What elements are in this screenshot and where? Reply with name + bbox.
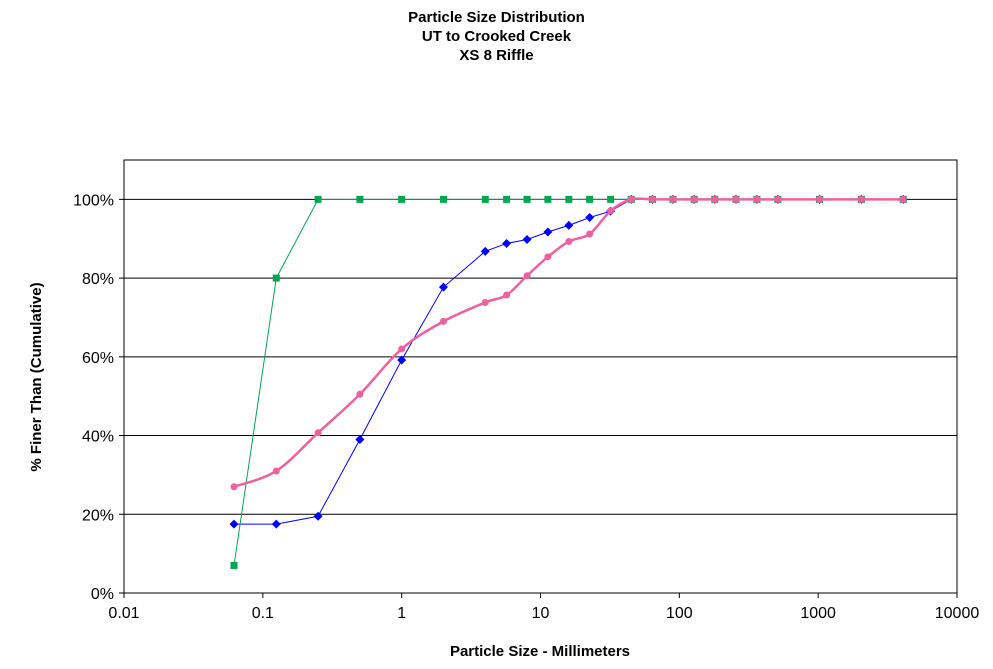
data-point (356, 390, 364, 398)
x-tick-label: 10000 (935, 605, 980, 622)
chart-title-line-1: Particle Size Distribution (408, 9, 585, 26)
chart-title: Particle Size Distribution UT to Crooked… (0, 8, 993, 65)
data-point (271, 519, 281, 529)
y-tick-label: 20% (82, 507, 114, 524)
y-tick-label: 0% (91, 586, 114, 603)
series-3 (230, 195, 907, 491)
data-point (648, 195, 656, 203)
data-point (523, 195, 531, 203)
series-group (229, 194, 908, 569)
plot-area (123, 159, 958, 594)
data-point (229, 519, 239, 529)
data-point (439, 317, 447, 325)
x-tick-label: 10 (532, 605, 550, 622)
data-point (481, 298, 489, 306)
data-point (272, 274, 280, 282)
data-point (481, 195, 489, 203)
data-point (586, 195, 594, 203)
data-point (272, 467, 280, 475)
data-point (314, 429, 322, 437)
x-tick-label: 1000 (800, 605, 836, 622)
data-point (230, 483, 238, 491)
data-point (607, 195, 615, 203)
data-point (669, 195, 677, 203)
y-tick-label: 60% (82, 350, 114, 367)
y-tick-label: 100% (73, 192, 114, 209)
data-point (753, 195, 761, 203)
data-point (543, 227, 553, 237)
data-point (899, 195, 907, 203)
data-point (397, 355, 407, 365)
data-point (816, 195, 824, 203)
data-point (503, 291, 511, 299)
x-tick-label: 0.01 (108, 605, 139, 622)
data-point (565, 195, 573, 203)
data-point (439, 195, 447, 203)
data-point (544, 195, 552, 203)
data-point (857, 195, 865, 203)
data-point (230, 561, 238, 569)
data-point (356, 195, 364, 203)
data-point (564, 220, 574, 230)
data-point (398, 345, 406, 353)
x-tick-label: 1 (397, 605, 406, 622)
data-point (503, 195, 511, 203)
x-axis-title: Particle Size - Millimeters (450, 643, 630, 660)
data-point (313, 511, 323, 521)
y-tick-label: 80% (82, 271, 114, 288)
data-point (522, 235, 532, 245)
x-tick-label: 0.1 (252, 605, 274, 622)
y-tick-label: 40% (82, 429, 114, 446)
chart-title-line-3: XS 8 Riffle (459, 47, 534, 64)
axes: 0% 20% 40% 60% 80% 100% 0.01 0.1 1 10 100 1000 10000 (73, 192, 979, 622)
data-point (607, 207, 615, 215)
data-point (544, 253, 552, 261)
data-point (502, 238, 512, 248)
data-point (523, 272, 531, 280)
data-point (627, 195, 635, 203)
data-point (314, 195, 322, 203)
data-point (480, 246, 490, 256)
data-point (732, 195, 740, 203)
data-point (586, 230, 594, 238)
chart-title-line-2: UT to Crooked Creek (421, 28, 572, 45)
data-point (711, 195, 719, 203)
data-point (565, 237, 573, 245)
x-tick-label: 100 (666, 605, 693, 622)
data-point (690, 195, 698, 203)
data-point (438, 282, 448, 292)
y-axis-title: % Finer Than (Cumulative) (28, 282, 45, 471)
data-point (774, 195, 782, 203)
data-point (585, 212, 595, 222)
data-point (355, 434, 365, 444)
data-point (398, 195, 406, 203)
